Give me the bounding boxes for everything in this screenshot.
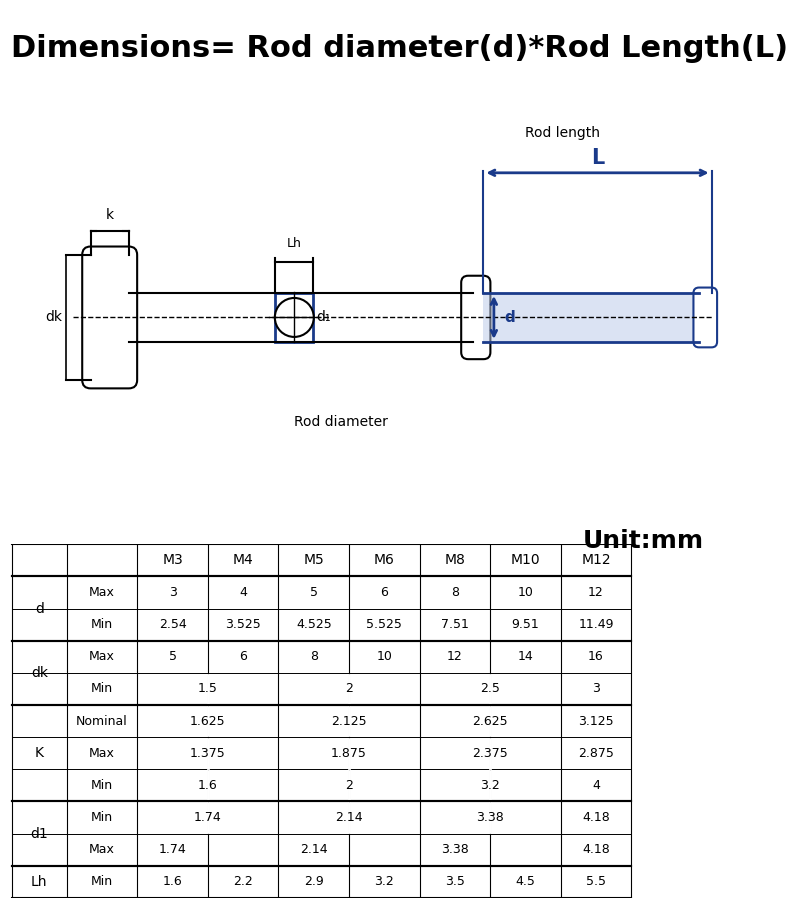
FancyBboxPatch shape <box>694 288 717 347</box>
Bar <box>275 293 313 342</box>
Text: 2.9: 2.9 <box>304 875 324 888</box>
Text: 1.74: 1.74 <box>158 844 186 856</box>
Text: d₁: d₁ <box>317 310 331 325</box>
Text: 2.2: 2.2 <box>234 875 253 888</box>
Text: 3.5: 3.5 <box>445 875 465 888</box>
Text: 2: 2 <box>345 682 353 696</box>
Text: 7.51: 7.51 <box>441 618 469 631</box>
Text: 4.18: 4.18 <box>582 811 610 824</box>
Text: 4.18: 4.18 <box>582 844 610 856</box>
Text: dk: dk <box>46 310 62 325</box>
Text: Rod diameter: Rod diameter <box>294 414 388 429</box>
Text: M3: M3 <box>162 553 183 567</box>
Text: Rod length: Rod length <box>526 126 600 140</box>
Text: 10: 10 <box>376 650 392 663</box>
Text: 6: 6 <box>380 586 388 599</box>
Text: 3.2: 3.2 <box>480 779 500 792</box>
Text: 14: 14 <box>518 650 534 663</box>
Text: 16: 16 <box>588 650 604 663</box>
Text: 11.49: 11.49 <box>578 618 614 631</box>
Text: M4: M4 <box>233 553 254 567</box>
Text: M10: M10 <box>510 553 540 567</box>
Text: Max: Max <box>89 586 115 599</box>
Text: 5.525: 5.525 <box>366 618 402 631</box>
Bar <box>483 293 699 342</box>
Text: Min: Min <box>91 618 113 631</box>
Text: Min: Min <box>91 682 113 696</box>
Text: M12: M12 <box>581 553 611 567</box>
Text: 2.375: 2.375 <box>472 746 508 760</box>
Text: 2.625: 2.625 <box>472 715 508 727</box>
Text: 3.38: 3.38 <box>441 844 469 856</box>
Text: Min: Min <box>91 811 113 824</box>
Text: k: k <box>106 209 114 222</box>
Text: 4: 4 <box>239 586 247 599</box>
Text: 8: 8 <box>451 586 459 599</box>
Text: Lh: Lh <box>31 875 48 889</box>
Text: Max: Max <box>89 844 115 856</box>
Text: 2.54: 2.54 <box>158 618 186 631</box>
Text: 5: 5 <box>310 586 318 599</box>
Text: 2.5: 2.5 <box>480 682 500 696</box>
Text: 12: 12 <box>588 586 604 599</box>
Text: 8: 8 <box>310 650 318 663</box>
Text: 1.875: 1.875 <box>331 746 367 760</box>
Text: 3: 3 <box>169 586 177 599</box>
Text: M6: M6 <box>374 553 394 567</box>
Text: 1.5: 1.5 <box>198 682 218 696</box>
Text: 3.38: 3.38 <box>476 811 504 824</box>
Text: 2.14: 2.14 <box>335 811 363 824</box>
Text: 3.525: 3.525 <box>226 618 261 631</box>
FancyBboxPatch shape <box>461 276 490 359</box>
Text: M5: M5 <box>303 553 324 567</box>
Text: Min: Min <box>91 875 113 888</box>
Text: d1: d1 <box>30 826 48 841</box>
Text: Min: Min <box>91 779 113 792</box>
Text: d: d <box>504 310 515 325</box>
Text: 3.2: 3.2 <box>374 875 394 888</box>
Text: 3.125: 3.125 <box>578 715 614 727</box>
Text: 3: 3 <box>592 682 600 696</box>
Text: 4: 4 <box>592 779 600 792</box>
Text: 2.14: 2.14 <box>300 844 327 856</box>
Text: 9.51: 9.51 <box>511 618 539 631</box>
Text: K: K <box>35 746 44 760</box>
Text: 5.5: 5.5 <box>586 875 606 888</box>
Text: M8: M8 <box>445 553 466 567</box>
Text: Lh: Lh <box>286 237 302 250</box>
Text: 4.525: 4.525 <box>296 618 332 631</box>
Text: Dimensions= Rod diameter(d)*Rod Length(L): Dimensions= Rod diameter(d)*Rod Length(L… <box>11 34 789 63</box>
Text: 2: 2 <box>345 779 353 792</box>
Text: L: L <box>591 148 604 168</box>
Text: Unit:mm: Unit:mm <box>583 530 704 553</box>
Text: Max: Max <box>89 746 115 760</box>
Text: 5: 5 <box>169 650 177 663</box>
Text: 1.375: 1.375 <box>190 746 226 760</box>
Text: 1.6: 1.6 <box>162 875 182 888</box>
Text: d: d <box>35 601 44 616</box>
Text: dk: dk <box>31 666 48 680</box>
Text: 4.5: 4.5 <box>515 875 535 888</box>
Text: 2.125: 2.125 <box>331 715 367 727</box>
Text: 2.875: 2.875 <box>578 746 614 760</box>
FancyBboxPatch shape <box>82 247 137 388</box>
Text: Max: Max <box>89 650 115 663</box>
Text: 1.6: 1.6 <box>198 779 218 792</box>
Text: 1.625: 1.625 <box>190 715 226 727</box>
Text: 12: 12 <box>447 650 462 663</box>
Circle shape <box>275 298 314 336</box>
Text: 1.74: 1.74 <box>194 811 222 824</box>
Text: Nominal: Nominal <box>76 715 128 727</box>
Bar <box>275 293 313 342</box>
Text: 10: 10 <box>518 586 534 599</box>
Text: 6: 6 <box>239 650 247 663</box>
